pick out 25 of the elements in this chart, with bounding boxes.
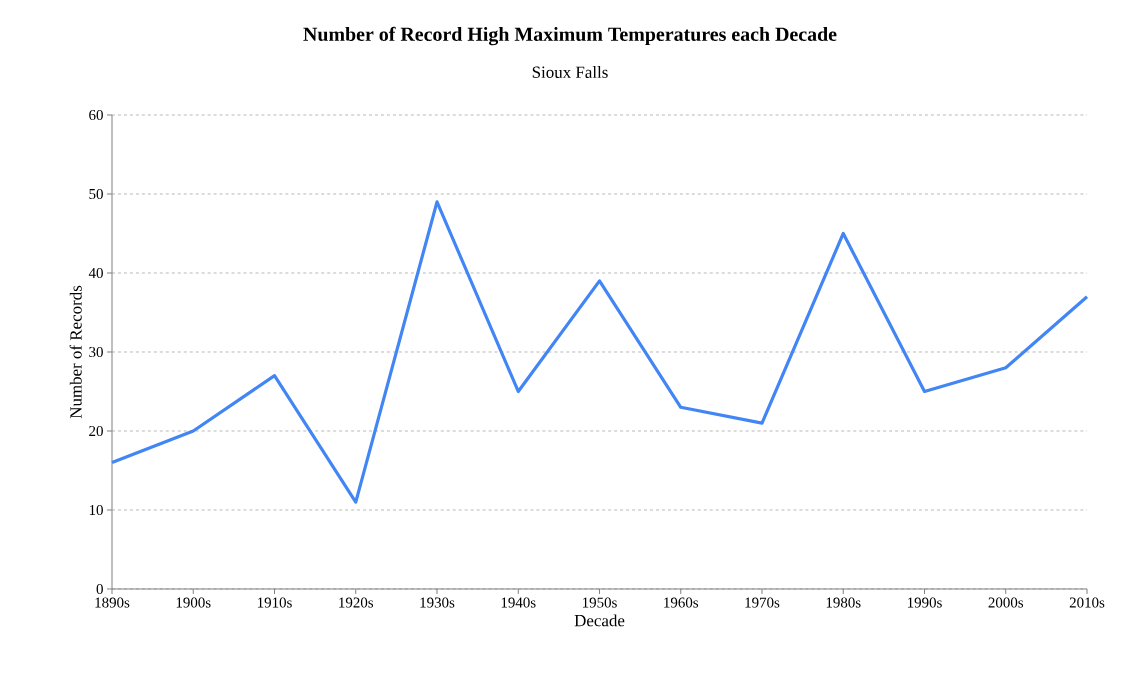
x-tick-label: 1910s	[257, 597, 292, 608]
x-tick-label: 1920s	[339, 597, 374, 608]
x-axis-title: Decade	[574, 614, 625, 627]
y-tick-label: 30	[89, 346, 103, 358]
x-tick-label: 1900s	[176, 597, 211, 608]
y-axis-title: Number of Records	[69, 285, 82, 419]
x-tick-label: 1970s	[745, 597, 780, 608]
x-tick-label: 1980s	[826, 597, 861, 608]
chart-subtitle: Sioux Falls	[532, 66, 608, 78]
x-tick-label: 1930s	[420, 597, 455, 608]
x-tick-label: 1950s	[582, 597, 617, 608]
y-tick-label: 50	[89, 188, 103, 200]
y-tick-label: 20	[89, 425, 103, 437]
x-tick-label: 1890s	[95, 597, 130, 608]
x-tick-label: 2010s	[1069, 597, 1105, 608]
x-tick-label: 1960s	[664, 597, 699, 608]
y-tick-label: 60	[89, 109, 103, 121]
y-tick-label: 0	[96, 583, 103, 595]
y-tick-label: 10	[89, 504, 103, 516]
x-tick-label: 2000s	[988, 597, 1024, 608]
line-series	[110, 200, 1089, 504]
chart-title: Number of Record High Maximum Temperatures each Decade	[303, 26, 837, 46]
x-tick-label: 1940s	[501, 597, 536, 608]
x-tick-label: 1990s	[907, 597, 942, 608]
y-tick-label: 40	[88, 267, 103, 279]
